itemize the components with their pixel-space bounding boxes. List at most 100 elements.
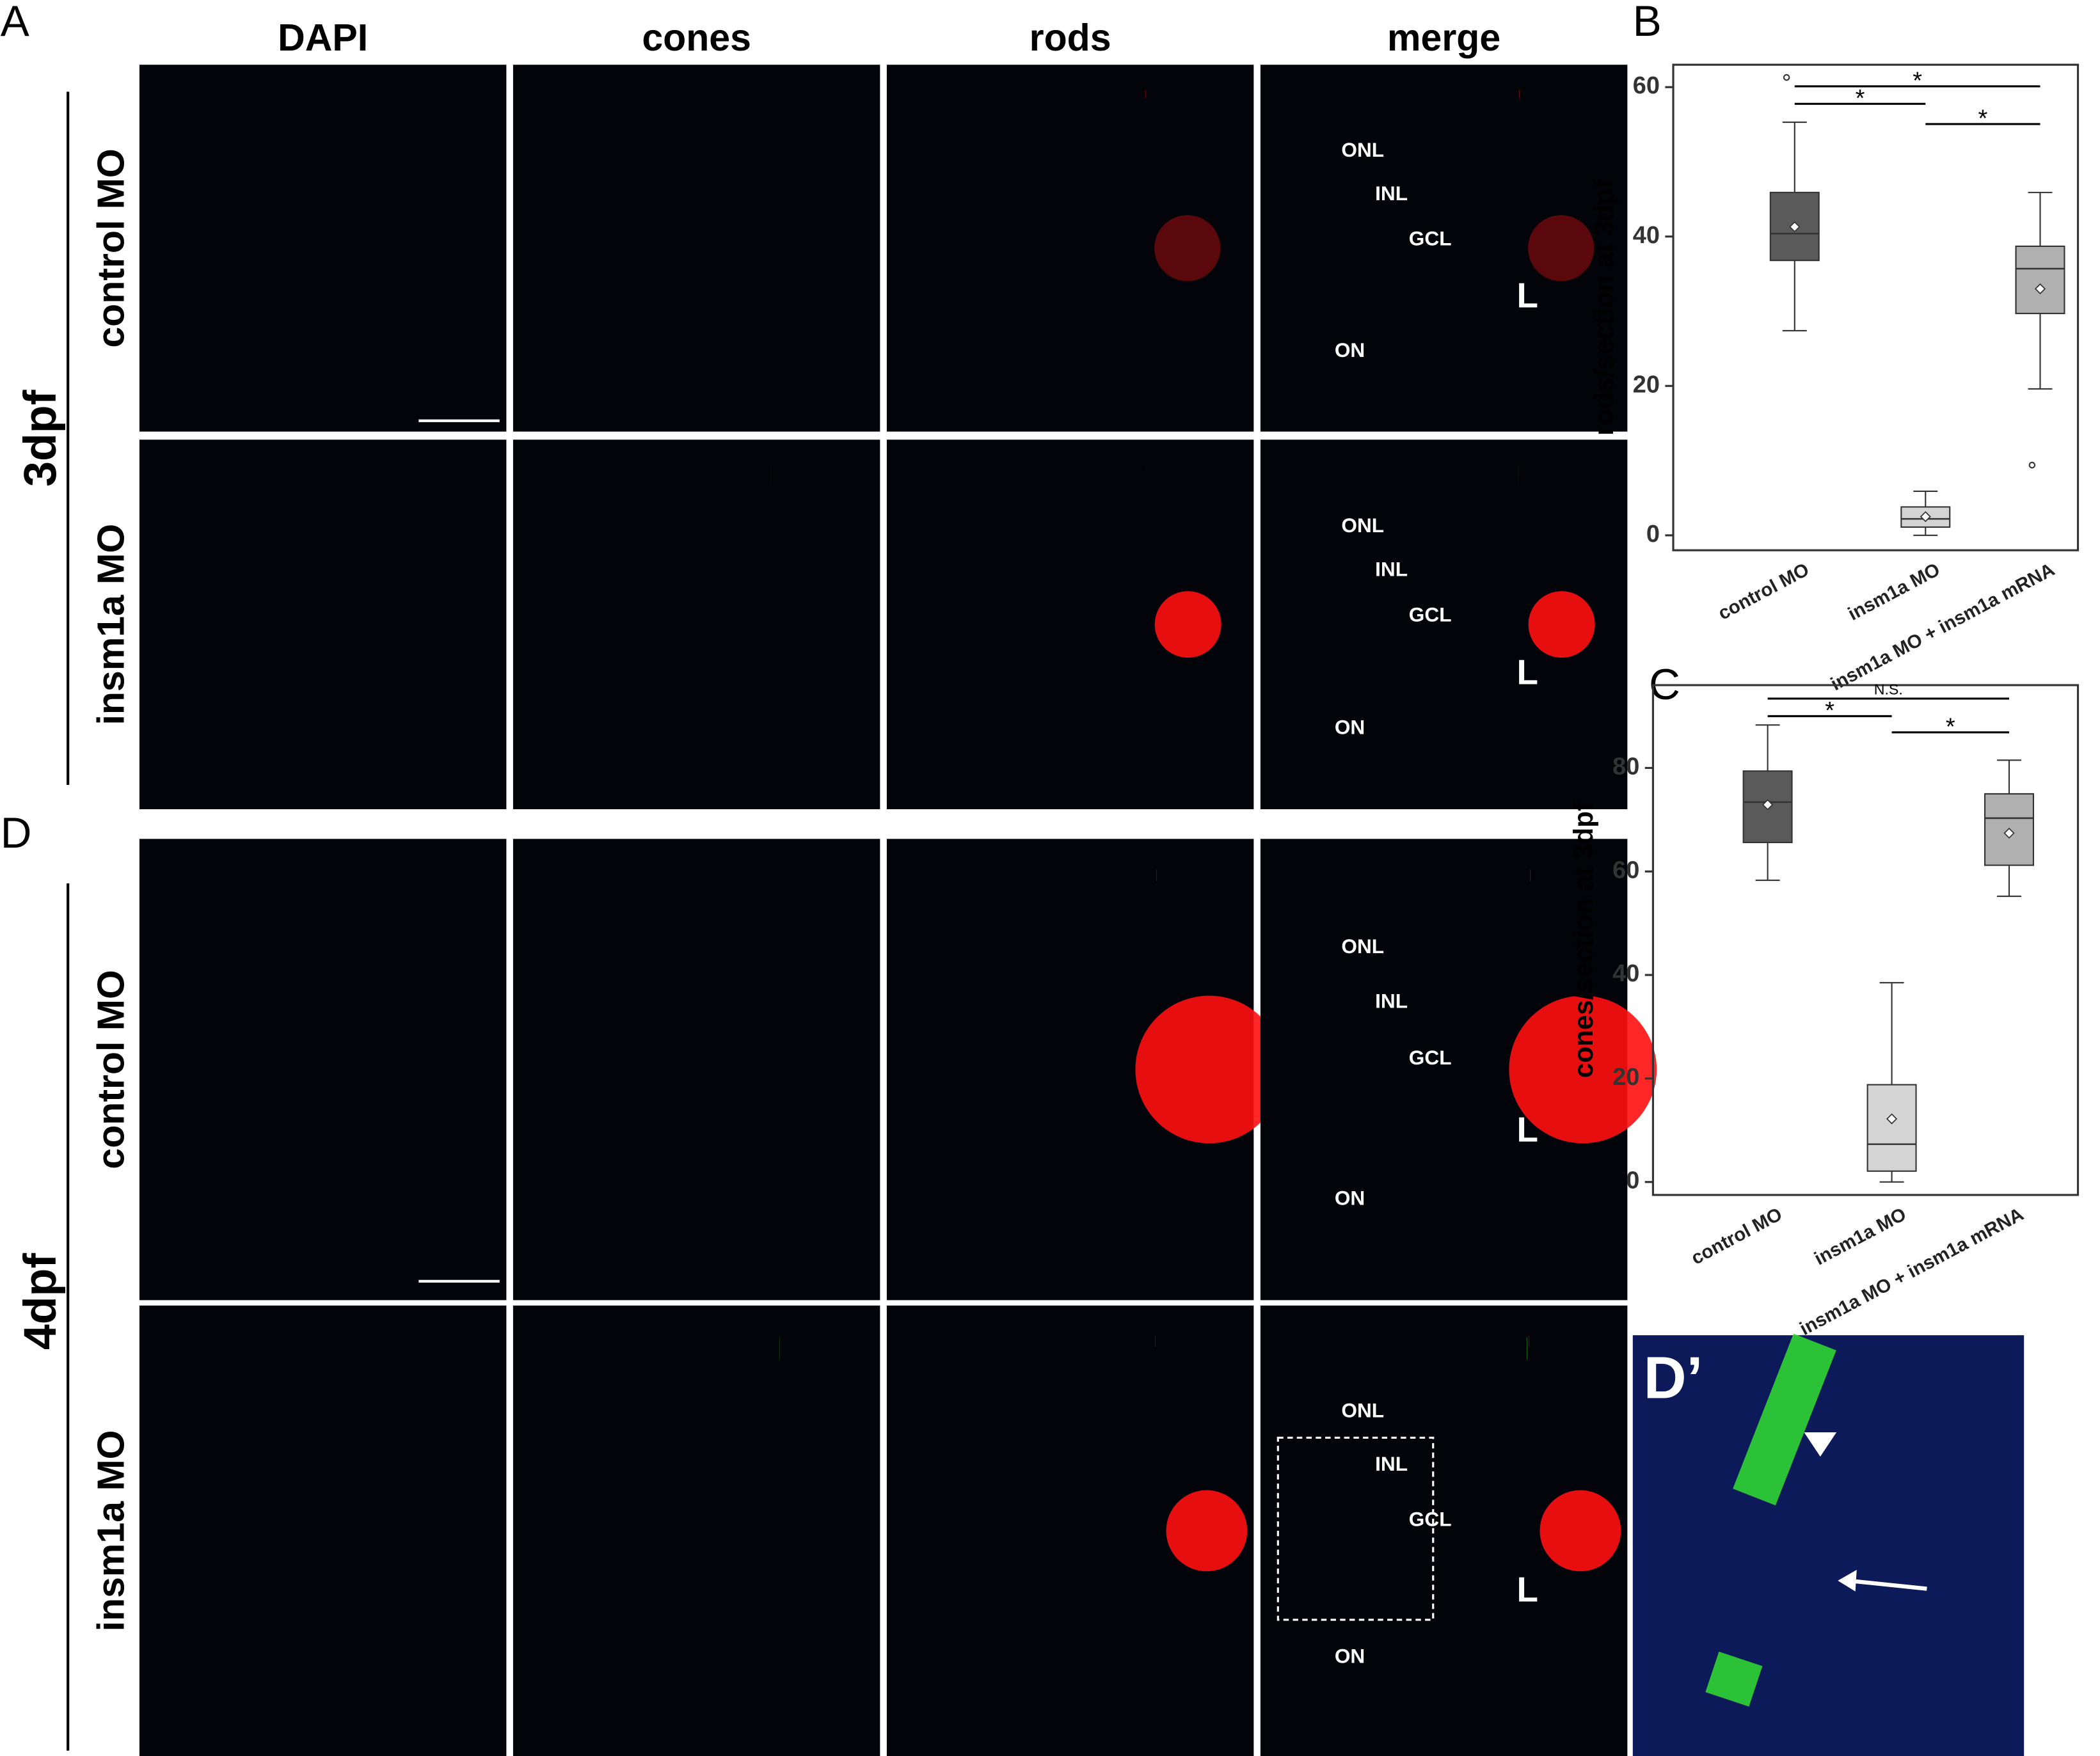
x-tick-label: insm1a MO + insm1a mRNA	[1827, 559, 2058, 695]
significance-label: *	[1825, 697, 1834, 724]
layer-label: INL	[1375, 989, 1408, 1012]
mean-marker	[1789, 221, 1801, 233]
layer-label: GCL	[1409, 226, 1452, 249]
panel-letter: D	[1, 809, 32, 857]
lens	[1166, 1490, 1248, 1572]
box	[1866, 1084, 1917, 1172]
y-tick-label: 40	[1612, 960, 1639, 987]
panel-letter: A	[1, 0, 29, 45]
y-tick-label: 60	[1612, 857, 1639, 883]
stage-label: 4dpf	[15, 1253, 66, 1350]
outlier	[1783, 74, 1790, 81]
plot-frame	[1672, 63, 2080, 551]
column-header: rods	[1030, 17, 1111, 59]
y-tick-label: 40	[1633, 222, 1660, 249]
micrograph	[1260, 839, 1657, 1301]
layer-label: GCL	[1409, 1046, 1452, 1069]
row-label: control MO	[90, 970, 132, 1169]
box	[2015, 245, 2065, 315]
outlier	[2028, 461, 2036, 469]
y-tick-label: 80	[1612, 753, 1639, 780]
significance-label: *	[1856, 85, 1865, 112]
micrograph	[886, 1305, 1254, 1756]
layer-label: ONL	[1341, 1399, 1384, 1422]
mean-marker	[2003, 827, 2015, 839]
lens	[1528, 215, 1595, 281]
significance-label: *	[1946, 713, 1955, 740]
lens-label: L	[1516, 1110, 1538, 1150]
layer-label: INL	[1375, 1452, 1408, 1475]
mean-marker	[1762, 799, 1774, 811]
row-label: control MO	[90, 148, 132, 347]
y-axis-label: rods/section at 3dpf	[1589, 178, 1619, 436]
y-tick-label: 20	[1633, 371, 1660, 398]
micrograph	[513, 65, 880, 432]
panel-letter: B	[1633, 0, 1662, 45]
y-tick-label: 0	[1626, 1167, 1639, 1194]
micrograph	[139, 839, 507, 1301]
micrograph	[886, 439, 1254, 809]
mean-marker	[1920, 511, 1931, 523]
image-bg	[513, 65, 880, 432]
lens-label: L	[1516, 652, 1538, 692]
layer-label: ON	[1335, 338, 1365, 361]
layer-label: ON	[1335, 1186, 1365, 1209]
image-bg	[139, 1305, 507, 1756]
micrograph	[1260, 65, 1628, 432]
y-tick-label: 20	[1612, 1064, 1639, 1091]
lens	[1154, 215, 1221, 281]
lens	[1154, 591, 1221, 658]
layer-label: INL	[1375, 182, 1408, 205]
column-header: cones	[642, 17, 751, 59]
layer-label: ONL	[1341, 138, 1384, 161]
inset-box	[1277, 1436, 1435, 1621]
micrograph	[139, 65, 507, 432]
image-bg	[1260, 65, 1628, 432]
image-bg	[513, 1305, 880, 1756]
mean-marker	[2034, 283, 2046, 295]
lens	[1539, 1490, 1621, 1572]
x-tick-label: control MO	[1715, 559, 1813, 624]
column-header: merge	[1387, 17, 1500, 59]
row-label: insm1a MO	[90, 524, 132, 725]
layer-label: ON	[1335, 1645, 1365, 1668]
inset-arrow	[1848, 1578, 1927, 1591]
lens-label: L	[1516, 1569, 1538, 1609]
inset-arrow-head	[1838, 1570, 1857, 1592]
micrograph	[513, 439, 880, 809]
x-tick-label: insm1a MO + insm1a mRNA	[1796, 1203, 2027, 1340]
layer-label: INL	[1375, 557, 1408, 580]
image-bg	[139, 439, 507, 809]
lens-label: L	[1516, 276, 1538, 315]
y-tick-label: 0	[1646, 521, 1660, 548]
layer-label: ONL	[1341, 514, 1384, 537]
significance-label: *	[1978, 106, 1988, 132]
x-tick-label: control MO	[1688, 1203, 1786, 1269]
layer-label: GCL	[1409, 1507, 1452, 1530]
image-bg	[886, 65, 1254, 432]
x-tick-label: insm1a MO	[1811, 1203, 1909, 1269]
inset-image	[1632, 1335, 2024, 1756]
plot-frame	[1651, 684, 2080, 1196]
layer-label: ONL	[1341, 935, 1384, 958]
x-tick-label: insm1a MO	[1845, 559, 1943, 625]
micrograph	[513, 1305, 880, 1756]
lens	[1135, 995, 1284, 1144]
image-bg	[139, 839, 507, 1301]
image-bg	[139, 65, 507, 432]
panel-letter: D’	[1644, 1345, 1703, 1411]
significance-label: N.S.	[1874, 681, 1903, 698]
micrograph	[886, 65, 1254, 432]
layer-label: GCL	[1409, 603, 1452, 626]
significance-label: *	[1913, 68, 1922, 95]
micrograph	[513, 839, 880, 1301]
micrograph	[139, 1305, 507, 1756]
inset-cones	[1705, 1333, 1836, 1707]
row-label: insm1a MO	[90, 1430, 132, 1631]
inset-arrowhead	[1804, 1432, 1837, 1457]
y-axis-label: cones/section at 3dpf	[1568, 802, 1598, 1078]
layer-label: ON	[1335, 715, 1365, 738]
stage-label: 3dpf	[15, 390, 66, 486]
